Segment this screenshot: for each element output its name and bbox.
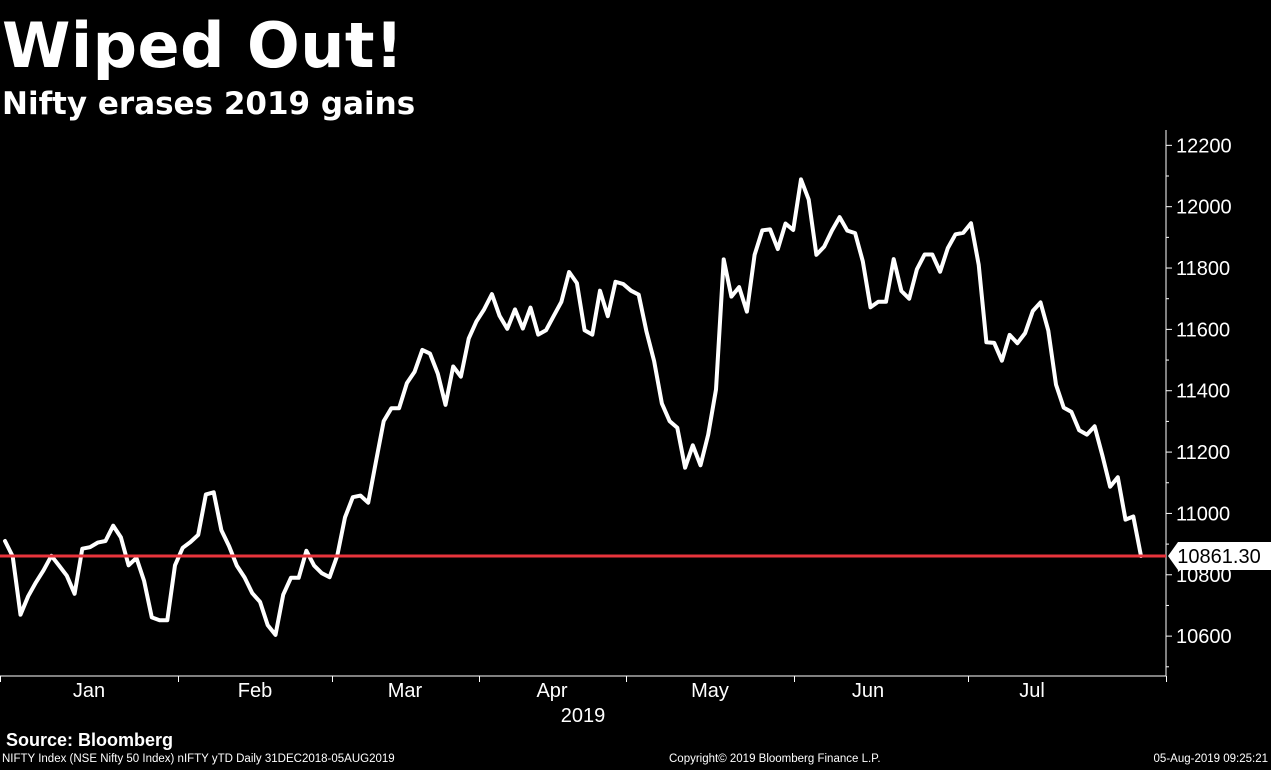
y-tick-label: 10800 [1176, 565, 1232, 587]
nifty-series-line [3, 177, 1143, 637]
timestamp: 05-Aug-2019 09:25:21 [1153, 753, 1268, 765]
y-tick-label: 10600 [1176, 626, 1232, 648]
y-tick-label: 11000 [1176, 503, 1230, 525]
chart-subtitle: Nifty erases 2019 gains [2, 86, 416, 122]
x-tick-label: Jul [1019, 680, 1045, 702]
y-tick-label: 11400 [1176, 381, 1230, 403]
y-tick-label: 12000 [1176, 197, 1232, 219]
y-tick-label: 11800 [1176, 258, 1230, 280]
x-tick-label: Jan [73, 680, 105, 702]
x-tick-label: Feb [238, 680, 272, 702]
y-tick-label: 11600 [1176, 319, 1230, 341]
y-tick-label: 11200 [1176, 442, 1230, 464]
ticker-info: NIFTY Index (NSE Nifty 50 Index) nIFTY y… [2, 753, 395, 765]
x-tick-label: May [691, 680, 729, 702]
copyright-notice: Copyright© 2019 Bloomberg Finance L.P. [669, 753, 881, 765]
chart-title: Wiped Out! [2, 9, 404, 82]
last-value-tag [1168, 541, 1271, 570]
x-tick-label: Apr [536, 680, 567, 702]
y-tick-label: 12200 [1176, 135, 1232, 157]
x-year-label: 2019 [561, 705, 606, 727]
source-label: Source: Bloomberg [6, 730, 174, 750]
x-tick-label: Jun [852, 680, 884, 702]
x-tick-label: Mar [388, 680, 423, 702]
last-value-label: 10861.30 [1177, 546, 1260, 568]
